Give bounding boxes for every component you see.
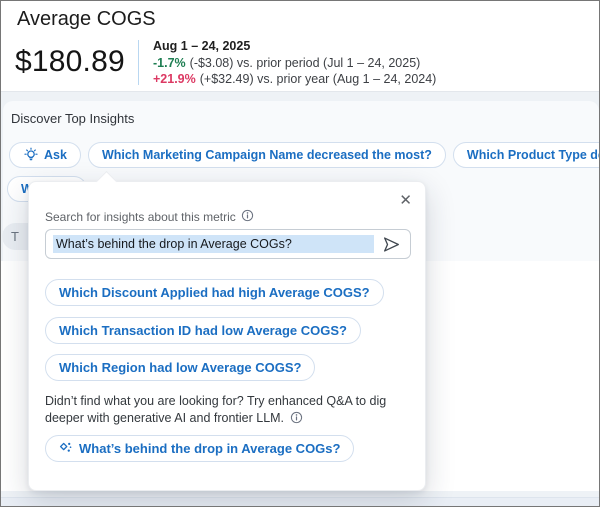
info-icon[interactable] bbox=[241, 209, 254, 225]
period-comparisons: Aug 1 – 24, 2025 -1.7% (-$3.08) vs. prior… bbox=[153, 38, 436, 87]
comparison-prior-year-text: (+$32.49) vs. prior year (Aug 1 – 24, 20… bbox=[199, 72, 437, 86]
enhanced-qa-text-content: Didn’t find what you are looking for? Tr… bbox=[45, 394, 387, 425]
suggestion-chip-region[interactable]: Which Region had low Average COGS? bbox=[45, 354, 316, 381]
ask-insights-popup: ✕ Search for insights about this metric … bbox=[28, 170, 426, 491]
ask-button[interactable]: Ask bbox=[9, 142, 81, 168]
info-icon[interactable] bbox=[290, 411, 303, 429]
question-chip-product-type[interactable]: Which Product Type decreased the most? bbox=[452, 142, 599, 168]
close-icon[interactable]: ✕ bbox=[399, 192, 412, 209]
metric-value: $180.89 bbox=[15, 45, 125, 78]
send-icon[interactable] bbox=[382, 235, 401, 254]
search-label: Search for insights about this metric bbox=[45, 210, 236, 224]
delta-prior-period: -1.7% bbox=[153, 56, 186, 70]
question-chip-marketing-campaign[interactable]: Which Marketing Campaign Name decreased … bbox=[87, 142, 446, 168]
search-input-selected-text[interactable]: What’s behind the drop in Average COGs? bbox=[53, 235, 374, 253]
comparison-prior-year: +21.9% (+$32.49) vs. prior year (Aug 1 – … bbox=[153, 71, 436, 87]
divider bbox=[138, 40, 139, 85]
metric-header: Average COGS $180.89 Aug 1 – 24, 2025 -1… bbox=[1, 1, 599, 92]
comparison-prior-period-text: (-$3.08) vs. prior period (Jul 1 – 24, 2… bbox=[189, 56, 421, 70]
bottom-strip bbox=[1, 497, 599, 506]
ai-sparkle-icon bbox=[59, 441, 74, 456]
search-input[interactable]: What’s behind the drop in Average COGs? bbox=[45, 229, 411, 259]
page-title: Average COGS bbox=[17, 8, 156, 30]
search-label-row: Search for insights about this metric bbox=[45, 209, 254, 225]
enhanced-qa-text: Didn’t find what you are looking for? Tr… bbox=[45, 393, 405, 429]
comparison-prior-period: -1.7% (-$3.08) vs. prior period (Jul 1 – … bbox=[153, 55, 436, 71]
enhanced-question-chip[interactable]: What’s behind the drop in Average COGs? bbox=[45, 435, 355, 462]
suggestion-chip-transaction-id[interactable]: Which Transaction ID had low Average COG… bbox=[45, 317, 361, 344]
section-title: Discover Top Insights bbox=[11, 111, 135, 126]
lightbulb-icon bbox=[23, 147, 39, 163]
suggestion-chip-discount-applied[interactable]: Which Discount Applied had high Average … bbox=[45, 279, 384, 306]
insight-questions-row: Ask Which Marketing Campaign Name decrea… bbox=[9, 142, 599, 168]
period-label: Aug 1 – 24, 2025 bbox=[153, 39, 251, 53]
ask-button-label: Ask bbox=[44, 148, 67, 162]
delta-prior-year: +21.9% bbox=[153, 72, 196, 86]
enhanced-question-label: What’s behind the drop in Average COGs? bbox=[79, 441, 341, 456]
